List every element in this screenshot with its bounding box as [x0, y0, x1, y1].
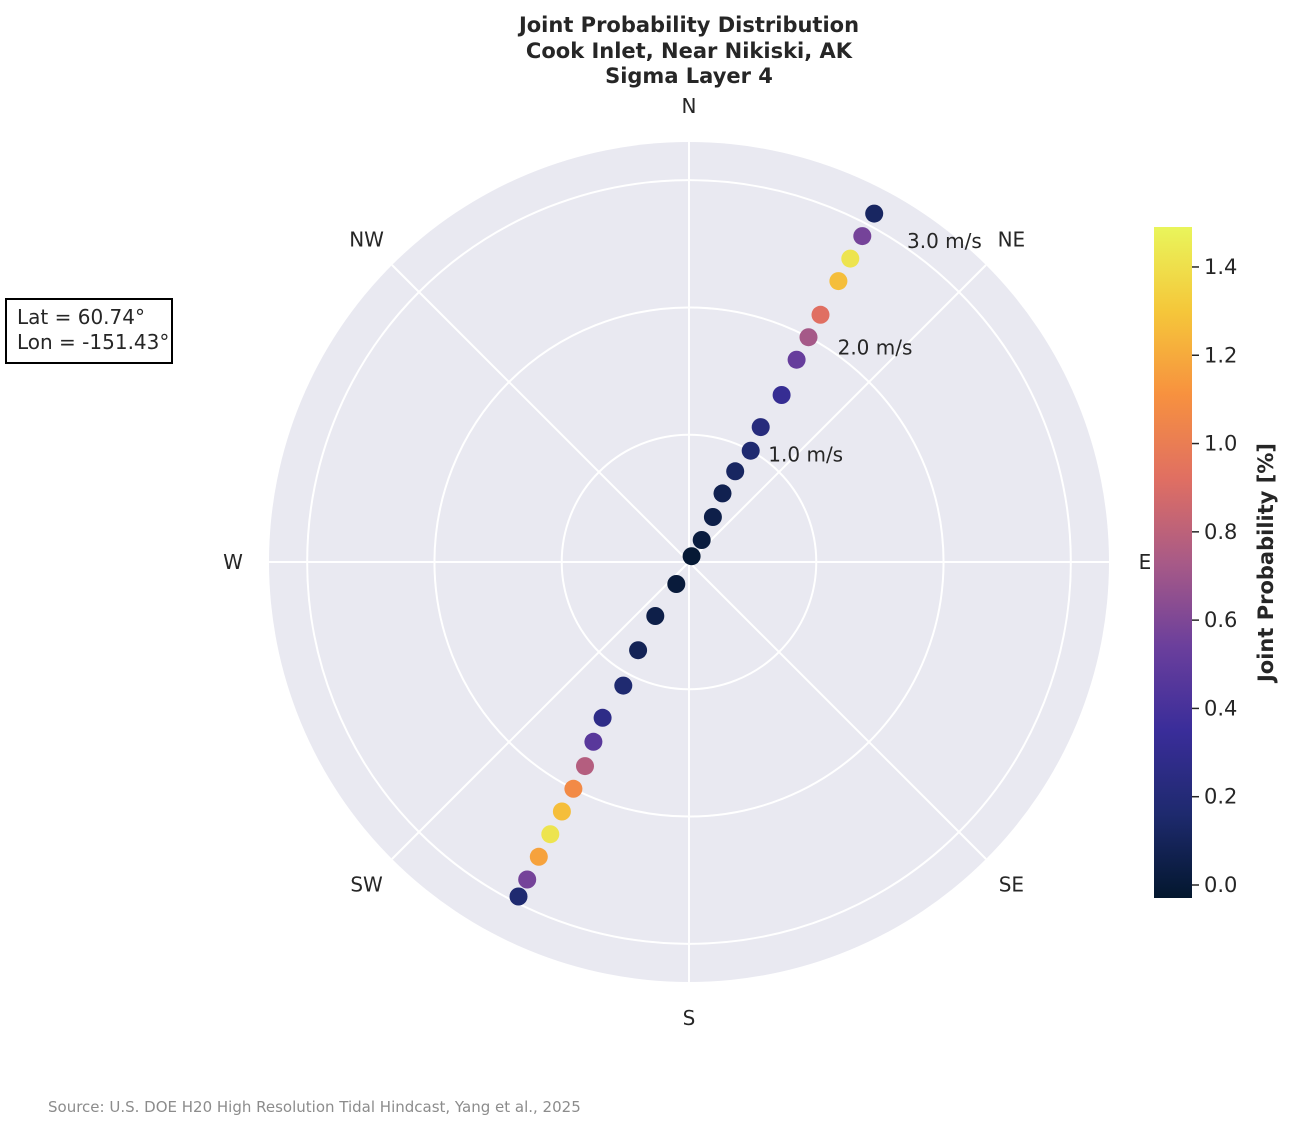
data-points: [509, 204, 884, 906]
data-point: [829, 272, 848, 291]
data-point: [552, 802, 571, 821]
data-point: [772, 386, 791, 404]
colorbar-gradient: [1154, 227, 1192, 898]
data-point: [667, 575, 686, 593]
chart-title-line-2: Cook Inlet, Near Nikiski, AK: [526, 39, 853, 63]
data-point: [593, 708, 612, 727]
data-point: [841, 249, 860, 268]
compass-label-se: SE: [999, 872, 1024, 896]
location-box: Lat = 60.74° Lon = -151.43°: [5, 298, 173, 364]
data-point: [584, 732, 603, 751]
colorbar-tick-label: 1.2: [1204, 343, 1237, 367]
compass-labels: N NE E SE S SW W NW: [223, 94, 1151, 1030]
compass-label-sw: SW: [350, 872, 383, 896]
radial-tick-labels: 1.0 m/s 2.0 m/s 3.0 m/s: [768, 229, 982, 466]
longitude-label: Lon = -151.43°: [17, 330, 170, 354]
radial-tick-label: 2.0 m/s: [838, 336, 913, 360]
latitude-label: Lat = 60.74°: [17, 305, 145, 329]
colorbar-tick-label: 1.0: [1204, 432, 1237, 456]
data-point: [787, 350, 806, 369]
data-point: [629, 641, 648, 660]
angular-gridline: [688, 264, 987, 563]
data-point: [853, 227, 872, 246]
data-point: [741, 441, 760, 460]
data-point: [726, 462, 745, 481]
data-point: [576, 757, 594, 776]
colorbar-tick-label: 0.2: [1204, 785, 1237, 809]
colorbar-tick-label: 0.4: [1204, 696, 1237, 720]
compass-label-nw: NW: [349, 228, 384, 252]
compass-label-ne: NE: [998, 228, 1026, 252]
compass-label-n: N: [682, 94, 697, 118]
data-point: [799, 328, 818, 347]
data-point: [703, 508, 722, 526]
data-point: [518, 870, 537, 889]
radial-tick-label: 3.0 m/s: [907, 229, 982, 253]
data-point: [682, 547, 701, 566]
data-point: [541, 825, 560, 844]
compass-label-w: W: [223, 550, 243, 574]
polar-grid: [269, 142, 1109, 982]
data-point: [529, 847, 548, 866]
colorbar-tick-label: 0.6: [1204, 608, 1237, 632]
chart-title-line-1: Joint Probability Distribution: [517, 13, 859, 37]
source-caption: Source: U.S. DOE H20 High Resolution Tid…: [48, 1098, 581, 1116]
colorbar-tick-label: 0.0: [1204, 873, 1237, 897]
chart-title-line-3: Sigma Layer 4: [605, 64, 773, 88]
data-point: [751, 418, 770, 437]
data-point: [713, 484, 732, 503]
colorbar-label: Joint Probability [%]: [1254, 443, 1278, 684]
colorbar-tick-label: 0.8: [1204, 520, 1237, 544]
angular-gridline: [688, 561, 987, 860]
compass-label-s: S: [683, 1006, 696, 1030]
compass-label-e: E: [1139, 550, 1152, 574]
data-point: [614, 676, 633, 695]
data-point: [692, 531, 711, 549]
colorbar: 0.0 0.2 0.4 0.6 0.8 1.0 1.2 1.4 Joint Probabilit…: [1154, 227, 1278, 898]
data-point: [865, 204, 884, 223]
angular-gridline: [391, 561, 690, 860]
data-point: [509, 887, 528, 906]
data-point: [564, 779, 583, 798]
angular-gridline: [391, 264, 690, 563]
colorbar-tick-label: 1.4: [1204, 255, 1237, 279]
data-point: [646, 607, 665, 625]
data-point: [811, 305, 830, 324]
radial-tick-label: 1.0 m/s: [768, 442, 843, 466]
